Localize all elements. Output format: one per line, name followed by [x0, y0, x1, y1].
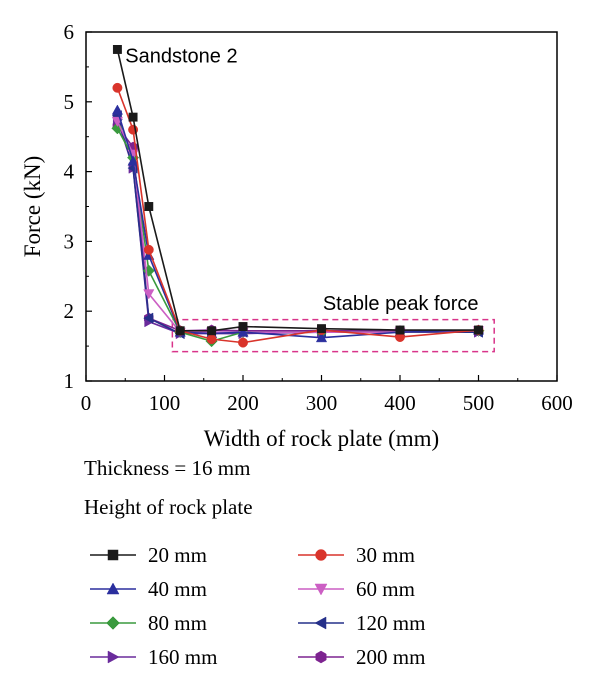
legend-item-40-mm: 40 mm — [90, 577, 207, 601]
legend-marker — [107, 650, 120, 664]
data-point — [127, 155, 139, 166]
thickness-note: Thickness = 16 mm — [84, 456, 250, 480]
legend-marker — [314, 616, 327, 630]
legend-label: 160 mm — [148, 645, 217, 669]
data-point — [112, 45, 122, 54]
data-point — [143, 312, 154, 324]
x-tick-label: 600 — [541, 391, 573, 415]
legend-marker — [106, 616, 120, 630]
data-point — [238, 322, 248, 332]
series-layer — [111, 45, 485, 348]
legend: 20 mm 30 mm 40 mm 60 mm 80 mm 120 mm 160 mm 200… — [90, 543, 425, 669]
y-tick-label: 3 — [64, 229, 75, 253]
data-point — [317, 324, 326, 334]
y-axis-label: Force (kN) — [20, 156, 45, 258]
axis-ticks-layer: 0 100 200 300 400 500 600 1 2 3 4 5 6 — [64, 20, 573, 415]
y-tick-label: 2 — [64, 299, 75, 323]
legend-item-20-mm: 20 mm — [90, 543, 207, 567]
x-tick-label: 200 — [227, 391, 259, 415]
data-point — [206, 334, 217, 345]
data-point — [395, 325, 405, 335]
data-point — [128, 112, 138, 122]
series-20-mm — [112, 45, 483, 336]
data-point — [237, 326, 249, 337]
height-note: Height of rock plate — [84, 495, 253, 519]
data-point — [207, 326, 217, 336]
data-point — [111, 122, 124, 135]
legend-label: 200 mm — [356, 645, 425, 669]
legend-item-120-mm: 120 mm — [298, 611, 425, 635]
legend-item-160-mm: 160 mm — [90, 645, 217, 669]
legend-label: 60 mm — [356, 577, 415, 601]
legend-item-200-mm: 200 mm — [298, 645, 425, 669]
data-point — [112, 82, 123, 93]
x-tick-label: 100 — [149, 391, 181, 415]
data-point — [111, 104, 124, 115]
data-point — [315, 332, 328, 343]
legend-marker — [315, 650, 327, 664]
legend-item-30-mm: 30 mm — [298, 543, 415, 567]
data-point — [143, 289, 155, 300]
y-tick-label: 4 — [64, 160, 75, 184]
stable-region-layer — [171, 318, 495, 353]
x-axis-label: Width of rock plate (mm) — [204, 426, 439, 451]
series-30-mm — [112, 82, 484, 348]
legend-marker — [314, 583, 328, 596]
legend-item-60-mm: 60 mm — [298, 577, 415, 601]
x-tick-label: 0 — [81, 391, 92, 415]
y-tick-label: 5 — [64, 90, 75, 114]
stable-region-box — [171, 318, 495, 353]
legend-label: 80 mm — [148, 611, 207, 635]
data-point — [144, 202, 154, 211]
legend-label: 120 mm — [356, 611, 425, 635]
y-tick-label: 6 — [64, 20, 75, 44]
x-tick-label: 400 — [384, 391, 416, 415]
data-point — [474, 325, 483, 335]
data-point — [175, 326, 185, 336]
x-tick-label: 500 — [463, 391, 495, 415]
data-point — [143, 244, 154, 255]
data-point — [238, 337, 248, 348]
legend-marker — [107, 549, 119, 561]
x-tick-label: 300 — [306, 391, 338, 415]
series-line — [116, 49, 479, 332]
legend-item-80-mm: 80 mm — [90, 611, 207, 635]
sandstone-annotation: Sandstone 2 — [125, 46, 237, 68]
legend-marker — [106, 582, 120, 595]
stable-peak-annotation: Stable peak force — [323, 293, 479, 315]
legend-label: 30 mm — [356, 543, 415, 567]
y-tick-label: 1 — [64, 369, 75, 393]
legend-label: 40 mm — [148, 577, 207, 601]
legend-label: 20 mm — [148, 543, 207, 567]
legend-marker — [315, 549, 327, 561]
